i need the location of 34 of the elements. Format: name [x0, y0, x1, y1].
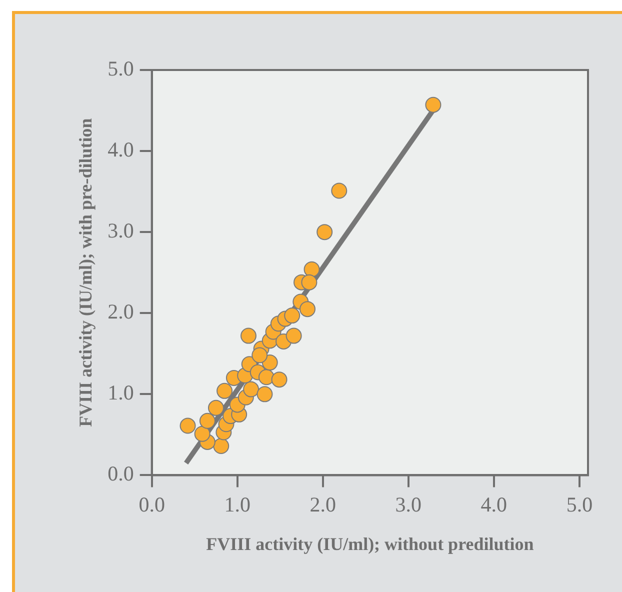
x-tick-label: 2.0: [310, 492, 336, 516]
point: [213, 438, 230, 454]
point: [331, 182, 348, 199]
y-tick-label: 4.0: [108, 138, 134, 162]
point: [284, 308, 300, 324]
point: [271, 372, 288, 388]
point: [180, 418, 196, 434]
point: [240, 328, 256, 344]
point: [258, 369, 274, 386]
point: [199, 412, 216, 429]
y-tick-label: 1.0: [108, 380, 134, 405]
y-tick-label: 0.0: [108, 462, 134, 486]
y-tick-label: 3.0: [108, 218, 134, 243]
x-tick-label: 0.0: [138, 492, 165, 516]
point: [194, 426, 210, 442]
point: [304, 261, 320, 278]
x-axis-title: FVIII activity (IU/ml); without predilution: [206, 534, 534, 554]
point: [216, 382, 233, 399]
x-tick-label: 5.0: [566, 492, 593, 516]
point: [252, 347, 268, 364]
point: [286, 328, 302, 344]
point: [243, 381, 260, 398]
x-tick-label: 4.0: [480, 492, 508, 516]
y-axis-title: FVIII activity (IU/ml); with pre-dilution: [75, 118, 96, 427]
point: [208, 400, 224, 416]
point: [299, 301, 316, 318]
point: [256, 386, 273, 402]
y-tick-label: 2.0: [108, 300, 134, 324]
x-tick-label: 3.0: [395, 492, 422, 516]
y-tick-label: 5.0: [108, 56, 134, 81]
x-tick-label: 1.0: [224, 492, 250, 516]
point: [301, 274, 318, 290]
point: [425, 96, 442, 113]
point: [316, 224, 333, 240]
